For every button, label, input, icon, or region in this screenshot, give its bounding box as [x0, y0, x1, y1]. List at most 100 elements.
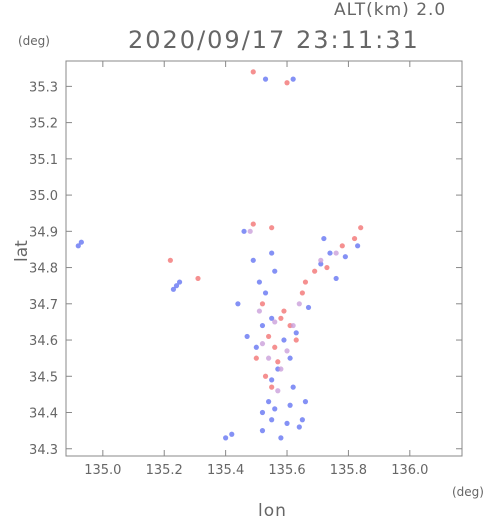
x-tick-label: 136.0 — [391, 463, 428, 478]
data-point — [358, 225, 364, 231]
y-tick-label: 35.1 — [29, 153, 58, 168]
data-point — [262, 290, 269, 296]
data-point — [229, 431, 235, 437]
x-axis-label: lon — [258, 501, 287, 521]
data-point — [278, 315, 284, 321]
timestamp-title: 2020/09/17 23:11:31 — [128, 26, 420, 54]
y-tick-label: 34.9 — [29, 225, 58, 240]
data-point — [269, 417, 275, 423]
data-point — [293, 337, 299, 343]
data-point — [266, 333, 272, 340]
x-tick-label: 135.4 — [207, 463, 244, 478]
data-point — [312, 268, 318, 274]
data-point — [272, 268, 278, 274]
x-tick-label: 135.6 — [268, 463, 305, 478]
data-point — [176, 279, 183, 285]
y-tick-label: 35.3 — [29, 80, 58, 95]
data-point — [269, 377, 275, 383]
data-point — [75, 243, 81, 249]
data-point — [275, 388, 281, 394]
data-point — [302, 279, 309, 285]
altitude-label: ALT(km) 2.0 — [334, 0, 447, 20]
y-tick-label: 34.5 — [29, 370, 58, 385]
data-point — [269, 225, 275, 231]
data-point — [290, 76, 296, 82]
data-point — [259, 341, 266, 347]
data-point — [333, 250, 339, 256]
data-point — [275, 359, 281, 365]
data-point — [262, 76, 269, 82]
data-point — [284, 348, 290, 354]
y-axis-unit: (deg) — [18, 34, 50, 48]
data-point — [223, 435, 229, 441]
data-point — [167, 257, 173, 263]
data-point — [278, 366, 284, 372]
data-point — [253, 355, 259, 361]
data-point — [284, 420, 290, 426]
data-point — [78, 239, 84, 245]
data-point — [324, 264, 330, 271]
data-point — [351, 235, 358, 242]
data-point — [281, 337, 287, 343]
data-point — [244, 333, 250, 340]
data-point — [253, 344, 259, 350]
data-point — [278, 435, 284, 441]
y-tick-label: 35.2 — [29, 117, 58, 132]
data-point — [256, 279, 262, 285]
data-point — [290, 322, 296, 329]
data-point — [250, 221, 256, 227]
data-point — [170, 286, 177, 292]
y-tick-label: 34.4 — [29, 407, 58, 422]
data-point — [250, 257, 256, 263]
data-point — [269, 315, 275, 321]
data-point — [241, 228, 247, 234]
data-point — [342, 254, 348, 260]
x-axis-unit: (deg) — [452, 485, 484, 499]
y-tick-label: 34.7 — [29, 298, 58, 313]
data-point — [259, 322, 266, 329]
plot-frame — [65, 60, 463, 457]
data-point — [355, 243, 361, 249]
y-tick-label: 35.0 — [29, 189, 58, 204]
data-point — [247, 228, 253, 234]
data-point — [281, 308, 287, 314]
data-point — [339, 243, 345, 249]
data-point — [256, 308, 262, 314]
data-point — [266, 355, 272, 361]
data-point — [266, 399, 272, 405]
data-point — [321, 235, 327, 242]
data-point — [259, 428, 266, 434]
data-point — [259, 301, 266, 307]
data-point — [269, 384, 275, 390]
data-point — [173, 283, 180, 289]
y-tick-label: 34.8 — [29, 262, 58, 277]
data-point — [318, 257, 324, 263]
data-point — [272, 344, 278, 350]
data-point — [305, 304, 312, 311]
data-point — [299, 290, 305, 296]
data-point — [299, 417, 305, 423]
data-point — [287, 402, 293, 408]
y-tick-label: 34.3 — [29, 443, 58, 458]
data-point — [195, 275, 201, 282]
x-tick-label: 135.0 — [84, 463, 121, 478]
data-point — [296, 301, 302, 307]
data-point — [235, 301, 241, 307]
data-point — [287, 355, 293, 361]
data-point — [302, 399, 309, 405]
y-tick-label: 34.6 — [29, 334, 58, 349]
data-point — [327, 250, 333, 256]
data-point — [318, 261, 324, 267]
data-point — [296, 424, 302, 430]
data-point — [262, 373, 269, 379]
data-point — [272, 406, 278, 412]
data-point — [272, 319, 278, 325]
data-point — [290, 384, 296, 390]
data-point — [250, 69, 256, 75]
data-point — [259, 409, 266, 416]
data-point — [333, 275, 339, 282]
x-tick-label: 135.2 — [146, 463, 183, 478]
data-point — [284, 80, 290, 86]
data-point — [293, 330, 299, 336]
